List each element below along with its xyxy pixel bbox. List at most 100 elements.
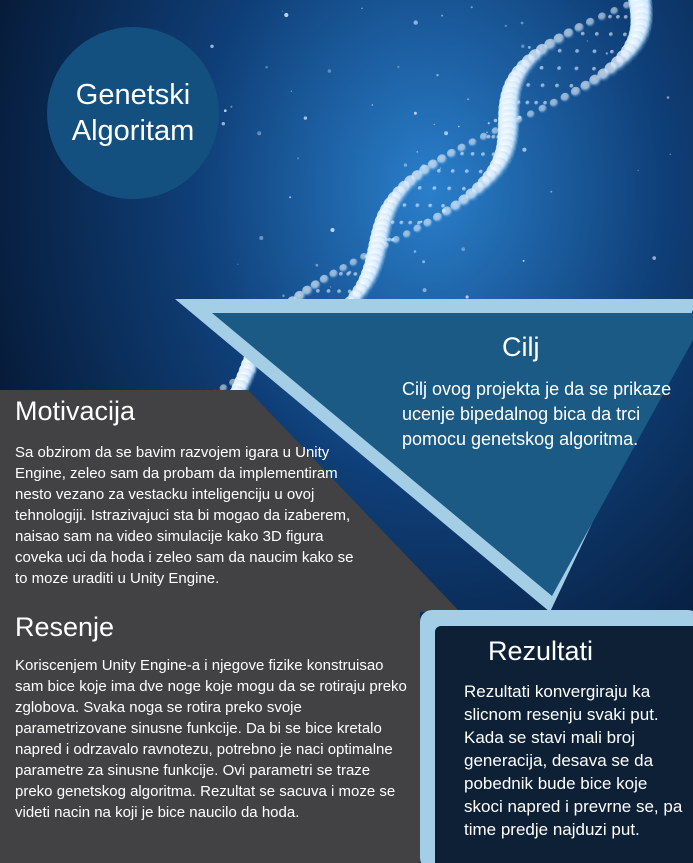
dna-bead: [436, 168, 442, 174]
dna-bead: [608, 14, 613, 20]
dna-bead: [390, 237, 396, 243]
dna-bead: [534, 100, 539, 106]
rezultati-heading: Rezultati: [488, 636, 594, 666]
dna-bead: [623, 1, 632, 10]
dna-bead: [553, 33, 566, 46]
dna-bead: [589, 74, 602, 87]
sparkle: [493, 118, 498, 123]
dna-bead: [549, 98, 559, 108]
dna-bead: [387, 237, 392, 243]
dna-bead: [543, 100, 548, 106]
sparkle: [221, 122, 225, 126]
motivacija-heading: Motivacija: [15, 396, 136, 426]
dna-bead: [526, 110, 536, 119]
dna-bead: [468, 138, 478, 147]
sparkle: [281, 10, 284, 12]
sparkle: [439, 167, 442, 169]
sparkle: [666, 96, 670, 99]
dna-bead: [415, 203, 420, 208]
cilj-panel: [212, 313, 693, 596]
background-sparkles: [210, 6, 671, 299]
dna-bead: [402, 230, 412, 239]
dna-bead: [622, 32, 628, 37]
sparkle: [586, 40, 589, 42]
sparkle: [413, 250, 417, 253]
dna-bead: [525, 100, 530, 106]
dna-bead: [392, 236, 401, 245]
sparkle: [458, 125, 460, 128]
dna-bead: [315, 289, 321, 294]
sparkle: [521, 44, 525, 48]
sparkle: [422, 260, 426, 264]
dna-bead: [570, 86, 582, 98]
sparkle: [284, 12, 289, 18]
dna-bead: [623, 15, 629, 20]
dna-bead: [390, 220, 395, 225]
sparkle: [605, 52, 608, 55]
dna-bead: [326, 289, 331, 294]
dna-bead: [609, 49, 615, 55]
dna-bead: [457, 143, 467, 153]
sparkle: [237, 263, 239, 265]
dna-bead: [539, 65, 544, 71]
dna-bead: [460, 151, 465, 157]
dna-bead: [428, 203, 433, 208]
dna-bead: [557, 66, 562, 71]
dna-bead: [432, 186, 437, 191]
sparkle: [467, 98, 469, 100]
dna-bead: [557, 48, 563, 54]
sparkle: [652, 256, 656, 260]
sparkle: [487, 122, 490, 125]
dna-bead: [580, 80, 592, 92]
dna-bead: [574, 23, 585, 33]
dna-bead: [446, 148, 457, 159]
dna-bead: [461, 186, 467, 192]
dna-bead: [458, 194, 471, 207]
sparkle: [282, 294, 285, 298]
dna-bead: [560, 92, 571, 103]
sparkle: [465, 295, 469, 299]
motivacija-text: Sa obzirom da se bavim razvojem igara u …: [15, 444, 354, 587]
sparkle: [297, 157, 300, 160]
sparkle: [327, 69, 332, 73]
resenje-heading: Resenje: [15, 612, 115, 642]
sparkle: [436, 74, 439, 77]
sparkle: [550, 190, 553, 193]
sparkle: [517, 115, 522, 120]
title-line-2: Algoritam: [71, 115, 195, 147]
dna-bead: [337, 289, 342, 294]
dna-bead: [540, 83, 545, 88]
sparkle: [637, 169, 639, 172]
dna-bead: [432, 212, 443, 223]
dna-bead: [575, 49, 580, 54]
dna-bead: [450, 169, 456, 174]
sparkle: [224, 109, 227, 112]
sparkle: [403, 163, 408, 167]
sparkle: [527, 45, 531, 49]
dna-bead: [450, 200, 463, 213]
dna-bead: [408, 220, 413, 226]
dna-bead: [585, 17, 596, 27]
sparkle: [361, 7, 363, 9]
sparkle: [330, 286, 332, 288]
dna-bead: [353, 272, 358, 277]
sparkle: [397, 65, 400, 69]
sparkle: [522, 259, 525, 262]
rezultati-text: Rezultati konvergiraju ka slicnom resenj…: [464, 682, 683, 839]
dna-bead: [339, 264, 348, 273]
dna-bead: [569, 83, 574, 89]
sparkle: [416, 151, 418, 153]
sparkle: [441, 208, 446, 213]
sparkle: [257, 131, 262, 136]
dna-bead: [447, 186, 452, 191]
dna-helix-image: [201, 0, 654, 409]
title: Genetski Algoritam: [48, 38, 218, 188]
dna-bead: [481, 152, 486, 157]
sparkle: [303, 116, 308, 120]
sparkle: [520, 21, 524, 25]
dna-bead: [427, 159, 439, 171]
sparkle: [315, 263, 319, 267]
sparkle: [413, 20, 418, 25]
resenje-text: Koriscenjem Unity Engine-a i njegove fiz…: [15, 657, 407, 821]
